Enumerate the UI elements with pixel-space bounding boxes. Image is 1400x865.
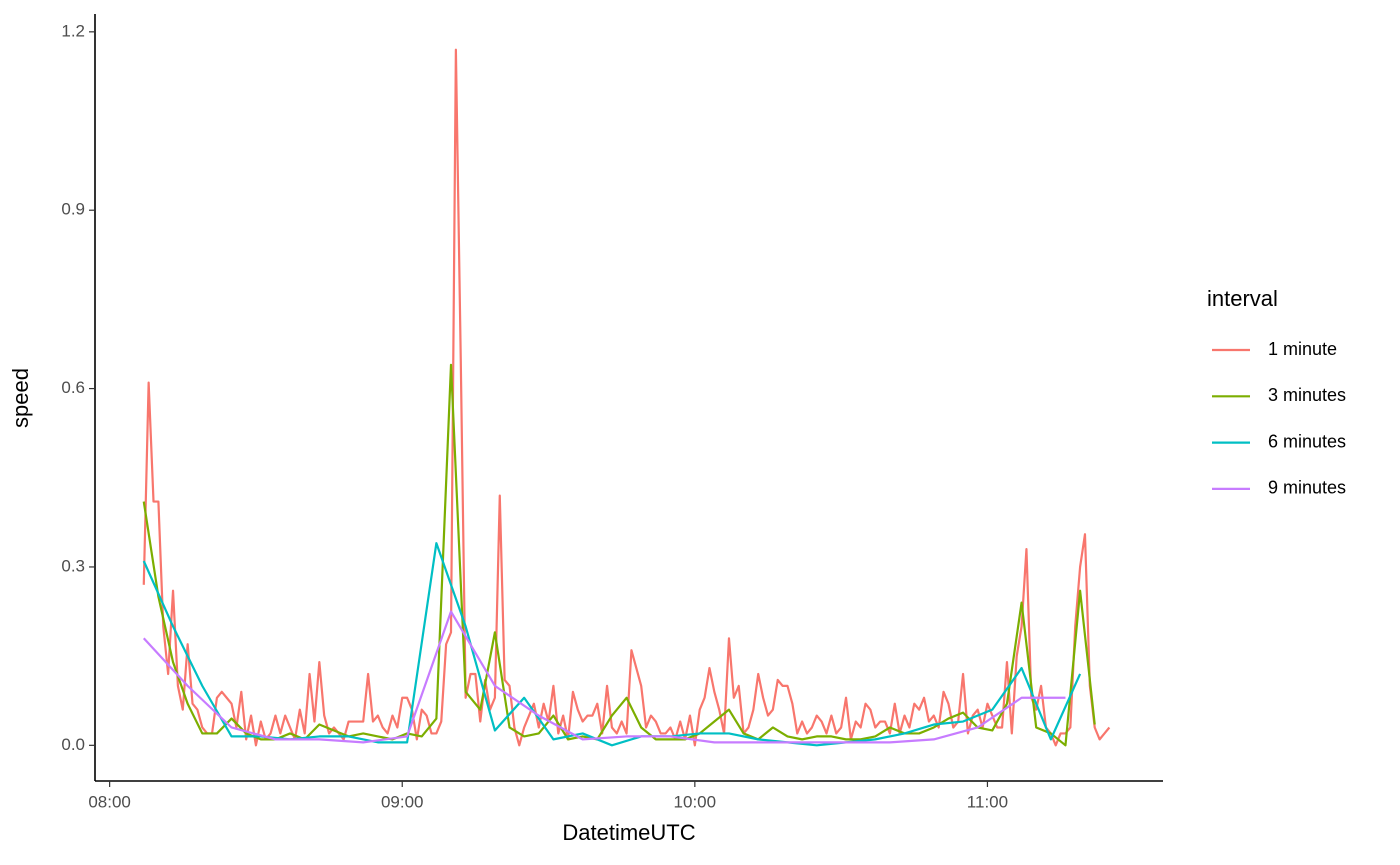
legend-label: 9 minutes [1268, 478, 1346, 498]
series-line [142, 48, 1111, 747]
legend-label: 1 minute [1268, 339, 1337, 359]
y-axis-title: speed [8, 368, 33, 428]
x-axis-title: DatetimeUTC [562, 820, 695, 845]
x-tick-label: 11:00 [967, 792, 1008, 811]
y-tick-label: 0.6 [61, 378, 85, 397]
x-tick-label: 09:00 [381, 792, 424, 811]
x-tick-label: 08:00 [88, 792, 131, 811]
y-tick-label: 0.0 [61, 735, 85, 754]
y-tick-label: 0.9 [61, 200, 85, 219]
y-tick-label: 0.3 [61, 556, 85, 575]
legend-label: 6 minutes [1268, 431, 1346, 451]
legend-label: 3 minutes [1268, 385, 1346, 405]
x-tick-label: 10:00 [674, 792, 717, 811]
series-line [142, 610, 1066, 744]
series-line [142, 363, 1096, 747]
y-tick-label: 1.2 [61, 21, 85, 40]
legend-title: interval [1207, 286, 1278, 311]
